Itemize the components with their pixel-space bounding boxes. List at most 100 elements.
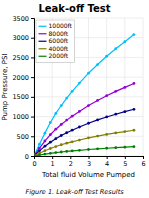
series-point: [78, 126, 81, 129]
y-tick-label: 2000: [12, 74, 29, 82]
y-tick-mark: [31, 156, 34, 157]
legend-label: 8000ft: [49, 30, 69, 37]
y-tick: 1000: [12, 113, 34, 121]
series-point: [105, 133, 108, 136]
series-point: [38, 147, 41, 150]
series-point: [65, 131, 68, 134]
series-point: [114, 90, 117, 93]
x-tick-label: 1: [51, 160, 55, 168]
series-point: [78, 149, 81, 152]
y-tick-label: 3000: [12, 34, 29, 42]
series-point: [105, 55, 108, 58]
y-tick-mark: [31, 57, 34, 58]
y-tick-mark: [31, 18, 34, 19]
y-tick-mark: [31, 117, 34, 118]
legend-label: 10000ft: [49, 22, 73, 29]
series-point: [123, 146, 126, 149]
series-point: [38, 143, 41, 146]
x-tick: 6: [141, 156, 145, 168]
caption: Figure 1. Leak-off Test Results: [25, 188, 124, 196]
series-line: [34, 35, 134, 156]
legend-label: 2000ft: [49, 52, 69, 59]
series-line: [34, 109, 134, 156]
y-tick: 3500: [12, 15, 34, 23]
y-tick: 500: [17, 133, 34, 141]
y-tick-label: 1500: [12, 93, 29, 101]
y-tick-mark: [31, 97, 34, 98]
x-tick-label: 0: [32, 160, 36, 168]
y-tick-mark: [31, 77, 34, 78]
x-tick-mark: [125, 156, 126, 159]
series-point: [54, 137, 57, 140]
x-axis: 0123456: [32, 156, 145, 168]
legend-swatch: [39, 33, 47, 34]
series-point: [123, 86, 126, 89]
series-point: [114, 47, 117, 50]
series-point: [71, 140, 74, 143]
series-point: [87, 122, 90, 125]
y-tick-label: 1000: [12, 113, 29, 121]
x-tick-mark: [89, 156, 90, 159]
series-point: [54, 112, 57, 115]
x-tick-label: 6: [141, 160, 145, 168]
chart: 01234560500100015002000250030003500Leak-…: [0, 0, 149, 198]
y-tick: 1500: [12, 93, 34, 101]
series-point: [114, 113, 117, 116]
legend-box: [36, 20, 74, 63]
series-point: [78, 139, 81, 142]
series-point: [78, 82, 81, 85]
x-tick-label: 2: [69, 160, 73, 168]
x-tick-mark: [107, 156, 108, 159]
series-point: [114, 146, 117, 149]
series-point: [44, 153, 47, 156]
series-point: [105, 116, 108, 119]
legend: 10000ft8000ft6000ft4000ft2000ft: [36, 20, 74, 63]
series-point: [49, 147, 52, 150]
x-tick: 5: [123, 156, 127, 168]
series-point: [49, 121, 52, 124]
series-point: [105, 147, 108, 150]
x-grid-line: [143, 18, 144, 156]
y-tick: 3000: [12, 34, 34, 42]
series-point: [49, 141, 52, 144]
series-line: [34, 147, 134, 156]
series-point: [105, 94, 108, 97]
series-point: [54, 145, 57, 148]
x-tick-mark: [52, 156, 53, 159]
x-tick: 4: [105, 156, 109, 168]
x-tick-label: 4: [105, 160, 109, 168]
series-point: [78, 110, 81, 113]
series-point: [114, 132, 117, 135]
x-grid-line: [106, 18, 107, 156]
title: Leak-off Test: [38, 3, 110, 14]
series-point: [60, 143, 63, 146]
series-point: [54, 151, 57, 154]
legend-swatch: [39, 56, 47, 57]
x-tick: 1: [51, 156, 55, 168]
series-point: [96, 63, 99, 66]
series-point: [60, 104, 63, 107]
series-point: [44, 149, 47, 152]
x-tick-mark: [143, 156, 144, 159]
y-tick-label: 2500: [12, 54, 29, 62]
series-point: [34, 155, 35, 156]
series-point: [38, 154, 41, 156]
series-point: [49, 152, 52, 155]
series-point: [87, 72, 90, 75]
series-point: [44, 145, 47, 148]
series-point: [71, 129, 74, 132]
series-point: [54, 128, 57, 131]
series-line: [34, 130, 134, 156]
series-point: [71, 90, 74, 93]
series-point: [87, 104, 90, 107]
plot-area: [34, 33, 135, 156]
y-axis: 0 500 1000 1500 2000 2500 3000 3500: [12, 15, 34, 161]
series-point: [65, 150, 68, 153]
x-tick-label: 5: [123, 160, 127, 168]
x-grid-line: [88, 18, 89, 156]
y-axis-line: [31, 19, 35, 157]
x-tick-mark: [70, 156, 71, 159]
y-tick-label: 0: [25, 153, 29, 161]
y-tick-label: 500: [17, 133, 29, 141]
series-point: [60, 151, 63, 154]
